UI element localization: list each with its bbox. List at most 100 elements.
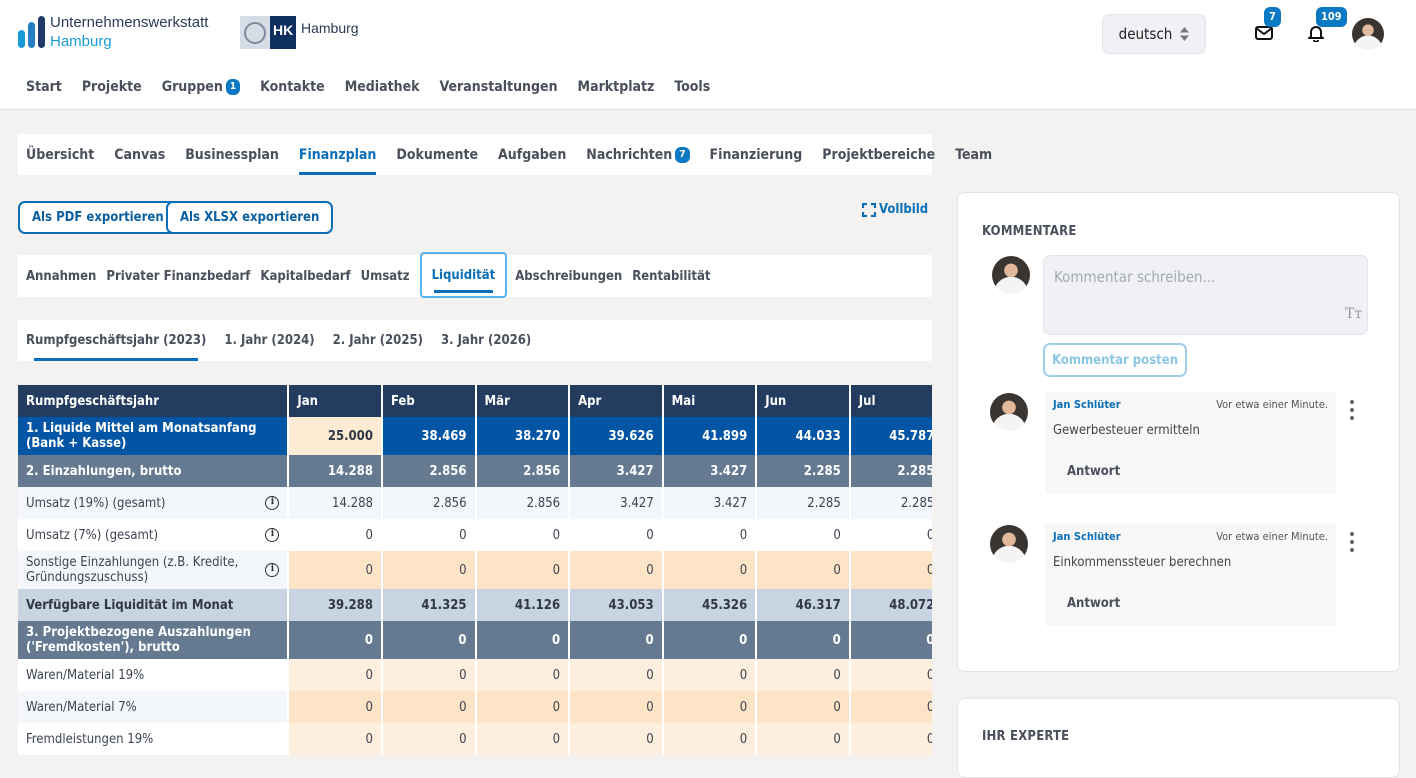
tab-finanzierung[interactable]: Finanzierung — [710, 134, 803, 175]
finance-tabs: Annahmen Privater Finanzbedarf Kapitalbeda… — [18, 252, 932, 298]
nav-veranstaltungen[interactable]: Veranstaltungen — [440, 79, 558, 95]
notifications-button[interactable] — [1305, 22, 1327, 44]
value-cell[interactable]: 0 — [757, 723, 851, 755]
tab-kapitalbedarf[interactable]: Kapitalbedarf — [260, 255, 360, 297]
tab-team[interactable]: Team — [955, 134, 992, 175]
comment-time: Vor etwa einer Minute. — [1216, 398, 1328, 411]
logo-line1: Unternehmenswerkstatt — [50, 14, 209, 31]
nav-gruppen[interactable]: Gruppen 1 — [162, 79, 241, 95]
info-icon[interactable]: i — [265, 496, 280, 510]
tab-nachrichten[interactable]: Nachrichten 7 — [586, 134, 690, 175]
tab-label: Finanzierung — [709, 146, 803, 163]
nav-projekte[interactable]: Projekte — [82, 79, 142, 95]
value-cell: 39.626 — [570, 417, 664, 455]
mail-button[interactable] — [1253, 22, 1275, 44]
value-cell: 41.899 — [663, 417, 758, 455]
nav-kontakte[interactable]: Kontakte — [260, 79, 325, 95]
tab-rumpfgeschäftsjahr-2023[interactable]: Rumpfgeschäftsjahr (2023) — [26, 320, 206, 361]
value-cell: 2.285 — [757, 487, 851, 519]
value-cell[interactable]: 0 — [289, 659, 383, 691]
value-cell[interactable]: 0 — [289, 723, 383, 755]
value-cell[interactable]: 0 — [850, 723, 932, 755]
value-cell[interactable]: 0 — [476, 691, 571, 723]
value-cell[interactable]: 0 — [663, 551, 758, 589]
tab-1-jahr-2024[interactable]: 1. Jahr (2024) — [224, 320, 314, 361]
tab-übersicht[interactable]: Übersicht — [26, 134, 94, 175]
value-cell[interactable]: 0 — [757, 659, 851, 691]
export-pdf-button[interactable]: Als PDF exportieren — [18, 201, 178, 234]
logo[interactable]: Unternehmenswerkstatt Hamburg — [50, 13, 208, 51]
tab-aufgaben[interactable]: Aufgaben — [498, 134, 566, 175]
expert-title: IHR EXPERTE — [982, 729, 1070, 744]
month-header: Mär — [476, 385, 571, 417]
tab-annahmen[interactable]: Annahmen — [26, 255, 106, 297]
value-cell: 0 — [663, 519, 758, 551]
value-cell: 0 — [663, 621, 758, 659]
value-cell[interactable]: 0 — [382, 551, 477, 589]
tab-projektbereiche[interactable]: Projektbereiche — [822, 134, 935, 175]
value-cell[interactable]: 0 — [850, 659, 932, 691]
tab-finanzplan[interactable]: Finanzplan — [298, 134, 377, 175]
value-cell[interactable]: 0 — [757, 691, 851, 723]
tab-label: Businessplan — [185, 146, 279, 163]
top-bar: Unternehmenswerkstatt Hamburg HK Hamburg… — [0, 0, 1416, 110]
export-xlsx-button[interactable]: Als XLSX exportieren — [166, 201, 334, 234]
row-label: 1. Liquide Mittel am Monatsanfang (Bank … — [18, 417, 290, 455]
info-icon[interactable]: i — [265, 563, 280, 577]
tab-businessplan[interactable]: Businessplan — [185, 134, 279, 175]
nav-marktplatz[interactable]: Marktplatz — [578, 79, 655, 95]
value-cell[interactable]: 0 — [663, 659, 758, 691]
value-cell[interactable]: 0 — [289, 551, 383, 589]
more-options-icon[interactable] — [1349, 532, 1355, 552]
value-cell: 0 — [850, 621, 932, 659]
value-cell[interactable]: 0 — [663, 691, 758, 723]
value-cell[interactable]: 0 — [476, 659, 571, 691]
value-cell[interactable]: 0 — [382, 691, 477, 723]
nav-tools[interactable]: Tools — [674, 79, 710, 95]
nav-mediathek[interactable]: Mediathek — [345, 79, 420, 95]
value-cell[interactable]: 0 — [570, 723, 664, 755]
tab-label: Marktplatz — [577, 79, 655, 95]
value-cell[interactable]: 0 — [757, 551, 851, 589]
tab-rentabilität[interactable]: Rentabilität — [632, 255, 720, 297]
value-cell[interactable]: 25.000 — [289, 417, 383, 455]
tab-umsatz[interactable]: Umsatz — [361, 255, 420, 297]
tab-privater-finanzbedarf[interactable]: Privater Finanzbedarf — [106, 255, 260, 297]
value-cell[interactable]: 0 — [382, 659, 477, 691]
reply-button[interactable]: Antwort — [1067, 596, 1121, 611]
info-icon[interactable]: i — [265, 528, 280, 542]
tab-label: Dokumente — [396, 146, 479, 163]
reply-button[interactable]: Antwort — [1067, 464, 1121, 479]
row-label-text: 3. Projektbezogene Auszahlungen ('Fremdk… — [26, 625, 251, 655]
value-cell[interactable]: 0 — [476, 551, 571, 589]
user-avatar[interactable] — [1352, 18, 1384, 50]
comment-author[interactable]: Jan Schlüter — [1053, 530, 1121, 543]
nav-start[interactable]: Start — [26, 79, 62, 95]
row-label: Verfügbare Liquidität im Monat — [18, 589, 290, 621]
value-cell[interactable]: 0 — [850, 551, 932, 589]
value-cell[interactable]: 0 — [570, 551, 664, 589]
tab-liquidität[interactable]: Liquidität — [419, 252, 508, 298]
tab-abschreibungen[interactable]: Abschreibungen — [515, 255, 632, 297]
more-options-icon[interactable] — [1349, 400, 1355, 420]
value-cell[interactable]: 0 — [289, 691, 383, 723]
tab-dokumente[interactable]: Dokumente — [396, 134, 478, 175]
comment-input[interactable]: Kommentar schreiben... — [1043, 255, 1368, 335]
mail-icon — [1255, 26, 1273, 40]
post-comment-button[interactable]: Kommentar posten — [1043, 343, 1187, 377]
value-cell[interactable]: 0 — [570, 659, 664, 691]
tab-3-jahr-2026[interactable]: 3. Jahr (2026) — [441, 320, 531, 361]
language-select[interactable]: deutsch — [1102, 14, 1206, 54]
value-cell[interactable]: 0 — [382, 723, 477, 755]
tab-canvas[interactable]: Canvas — [114, 134, 165, 175]
table-row: 2. Einzahlungen, brutto 14.288 2.856 2.856 3… — [18, 455, 932, 487]
fullscreen-button[interactable]: Vollbild — [862, 202, 928, 217]
value-cell[interactable]: 0 — [663, 723, 758, 755]
row-label: Fremdleistungen 19% — [18, 723, 290, 755]
text-format-icon[interactable]: Tт — [1345, 306, 1363, 322]
value-cell[interactable]: 0 — [570, 691, 664, 723]
value-cell[interactable]: 0 — [850, 691, 932, 723]
comment-author[interactable]: Jan Schlüter — [1053, 398, 1121, 411]
value-cell[interactable]: 0 — [476, 723, 571, 755]
tab-2-jahr-2025[interactable]: 2. Jahr (2025) — [333, 320, 423, 361]
